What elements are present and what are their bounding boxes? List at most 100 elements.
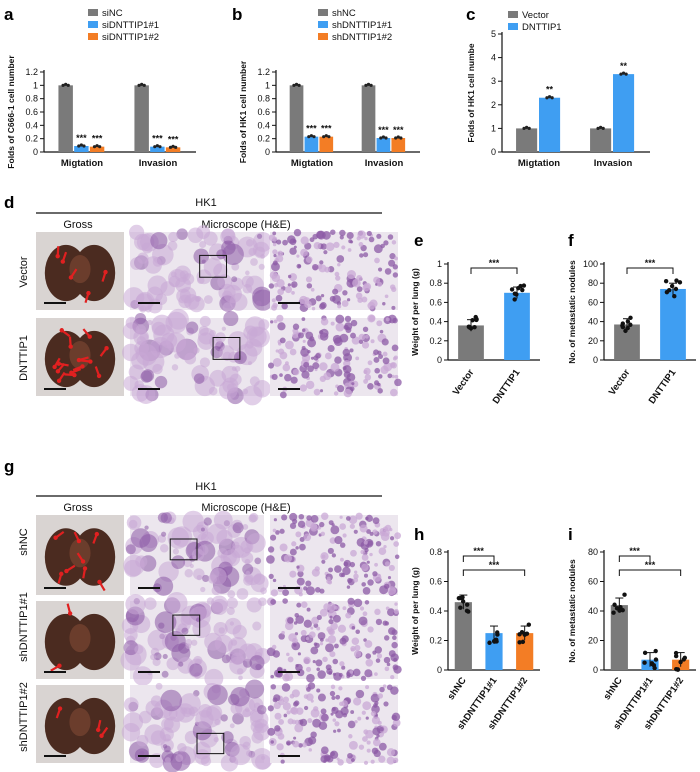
gross-header: Gross [63,219,93,231]
data-point [678,659,683,665]
bar [610,605,628,670]
y-tick-label: 0.4 [429,317,442,327]
tissue-blot [364,334,369,339]
tissue-blot [277,342,282,346]
tissue-blot [258,597,267,607]
data-point [394,136,398,140]
tissue-blot [359,524,368,533]
tissue-blot [188,706,199,717]
tissue-blot [144,525,149,530]
tissue-blot [307,718,313,724]
tissue-blot [140,370,153,383]
tissue-blot [383,635,390,641]
tissue-blot [121,722,141,742]
tissue-blot [197,276,205,284]
tissue-blot [270,674,275,679]
tissue-blot [377,693,384,699]
tissue-blot [359,253,364,258]
tissue-blot [302,328,306,332]
tissue-blot [251,731,264,744]
tissue-blot [329,615,333,619]
tissue-blot [334,271,340,277]
tissue-blot [307,365,314,373]
arrow-head [52,364,57,370]
tissue-blot [273,694,281,702]
histology-high-shnc [266,512,402,597]
tissue-blot [296,707,304,715]
tissue-blot [388,259,396,267]
tissue-blot [202,574,210,583]
tissue-blot [274,712,282,720]
tissue-blot [339,515,343,519]
tissue-blot [230,544,245,559]
tissue-blot [374,608,381,616]
significance-bracket [626,267,674,274]
data-point [642,660,647,665]
tissue-blot [334,565,342,573]
tissue-blot [394,554,400,560]
panel-letter-a: a [4,5,14,24]
y-tick-label: 0 [265,147,270,157]
tissue-blot [128,224,145,240]
tissue-blot [335,694,341,700]
tissue-blot [394,602,398,606]
category-label: Invasion [594,158,633,169]
tissue-blot [197,332,215,350]
tissue-blot [366,230,372,237]
tissue-blot [171,526,193,547]
legend-swatch [88,33,98,40]
tissue-blot [351,336,360,345]
tissue-blot [341,700,348,707]
tissue-blot [242,563,254,575]
bar [660,288,686,360]
tissue-blot [367,579,374,586]
tissue-blot [270,740,274,744]
tissue-blot [300,601,308,608]
tissue-blot [393,757,399,763]
tissue-blot [364,236,368,241]
tissue-blot [301,346,306,351]
tissue-blot [366,748,371,753]
tissue-blot [297,570,304,578]
tissue-blot [244,558,251,565]
data-point [474,317,479,322]
tissue-blot [282,598,288,604]
y-tick-label: 1 [491,123,496,133]
tissue-blot [164,630,186,652]
tissue-blot [301,317,306,322]
tissue-blot [344,315,352,323]
tissue-blot [296,577,305,586]
tissue-blot [283,713,288,718]
y-tick-label: 80 [588,278,598,288]
tissue-blot [363,760,369,765]
tissue-blot [207,684,228,706]
y-axis-label: Folds of HK1 cell numbe [466,43,476,142]
data-point [611,610,616,615]
tissue-blot [383,656,391,664]
tissue-blot [155,682,163,690]
tissue-blot [333,337,343,346]
tissue-blot [123,628,138,642]
tissue-blot [329,690,336,697]
data-point [92,145,97,149]
tissue-blot [272,231,277,236]
tissue-blot [355,292,363,300]
significance-label: *** [393,125,404,135]
tissue-blot [320,293,325,298]
tissue-blot [296,602,302,608]
tissue-blot [310,356,314,360]
tissue-blot [293,736,297,740]
data-point [599,125,603,129]
y-tick-label: 20 [588,636,598,646]
tissue-blot [379,329,384,334]
histology-high-vector [268,228,399,313]
tissue-blot [362,736,368,742]
tissue-blot [168,231,179,243]
tissue-blot [272,242,277,247]
tissue-blot [298,513,305,520]
tissue-blot [347,597,355,605]
tissue-blot [310,708,320,718]
tissue-blot [254,557,262,565]
tissue-blot [289,693,295,699]
tissue-blot [227,590,236,599]
